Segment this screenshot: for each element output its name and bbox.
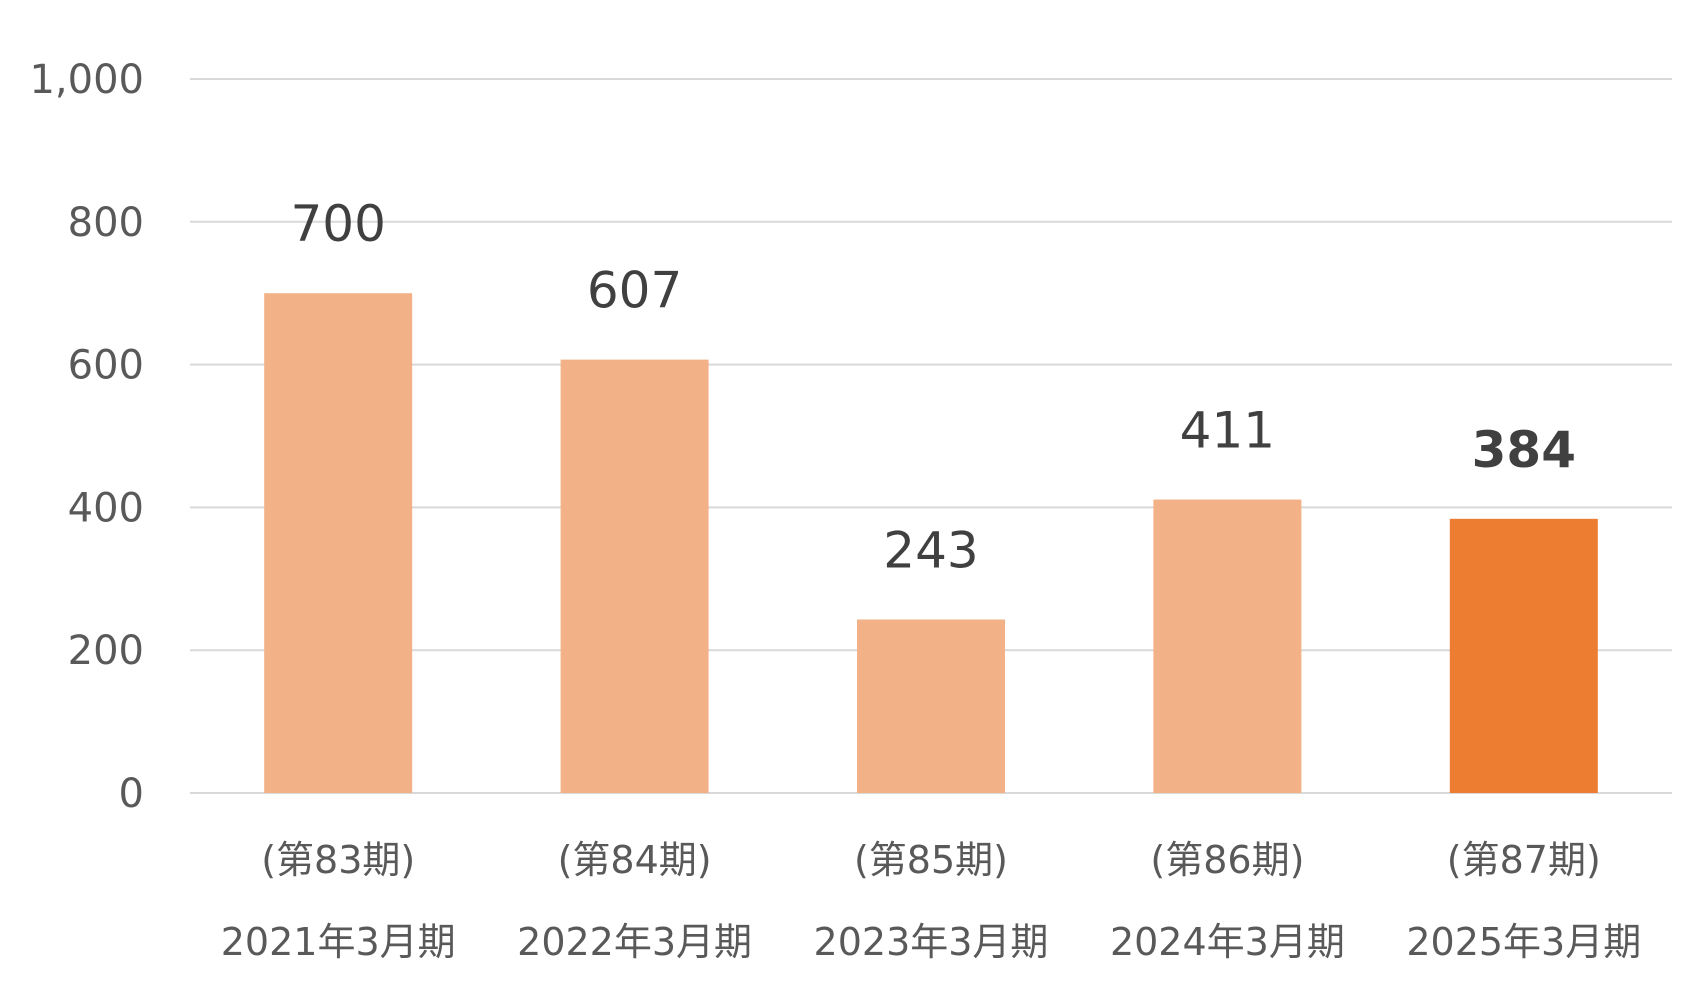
data-label: 700 (290, 195, 385, 253)
data-labels: 700 607 243 411 384 (290, 195, 1576, 579)
x-tick-fiscal-year-label: 2025年3月期 (1406, 920, 1641, 964)
x-tick-period-label: (第84期) (558, 838, 712, 882)
x-tick-fiscal-year-label: 2021年3月期 (221, 920, 456, 964)
x-axis-tick-labels: (第83期) 2021年3月期 (第84期) 2022年3月期 (第85期) 2023年3… (221, 838, 1641, 964)
x-tick-period-label: (第85期) (854, 838, 1008, 882)
bar-highlighted (1449, 518, 1598, 793)
bar (264, 293, 413, 793)
data-label: 243 (883, 521, 978, 579)
x-tick-period-label: (第83期) (261, 838, 415, 882)
bar (1153, 499, 1302, 793)
bar (560, 359, 709, 793)
bar (857, 619, 1005, 793)
gridlines (190, 78, 1672, 794)
y-tick-label: 600 (68, 343, 144, 389)
y-axis-tick-labels: 0 200 400 600 800 1,000 (29, 57, 144, 817)
y-tick-label: 0 (119, 771, 144, 817)
y-tick-label: 200 (68, 628, 144, 674)
data-label: 411 (1180, 402, 1275, 460)
y-tick-label: 400 (68, 485, 144, 531)
y-tick-label: 800 (68, 200, 144, 246)
x-tick-fiscal-year-label: 2022年3月期 (517, 920, 752, 964)
x-tick-period-label: (第87期) (1447, 838, 1601, 882)
data-label: 607 (587, 262, 682, 320)
data-label: 384 (1472, 421, 1576, 479)
x-tick-fiscal-year-label: 2023年3月期 (814, 920, 1049, 964)
y-tick-label: 1,000 (29, 57, 144, 103)
x-tick-period-label: (第86期) (1150, 838, 1304, 882)
x-tick-fiscal-year-label: 2024年3月期 (1110, 920, 1345, 964)
bars (264, 293, 1598, 793)
